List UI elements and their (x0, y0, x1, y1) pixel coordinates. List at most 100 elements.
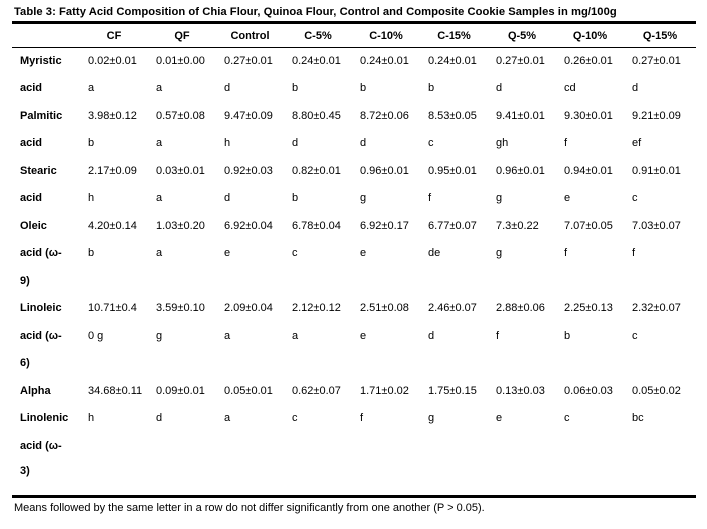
table-cell: 2.46±0.07 (428, 302, 477, 315)
table-row: 3) (12, 460, 696, 482)
table-cell (352, 432, 420, 460)
table-cell: 0.24±0.01 (292, 54, 341, 67)
table-cell: d (496, 82, 503, 95)
table-cell: h (88, 412, 95, 425)
table-cell: d (428, 329, 435, 342)
table-cell: 0.96±0.01 (360, 164, 409, 177)
table-cell: 8.80±0.45 (292, 109, 341, 122)
table-row: acid b a h d d c gh f ef (12, 130, 696, 158)
table-cell: 9.30±0.01 (564, 109, 613, 122)
column-header (12, 24, 80, 47)
table-row: 9) (12, 267, 696, 295)
table-cell: g (360, 192, 367, 205)
table-cell: 3.59±0.10 (156, 302, 205, 315)
table-cell: 2.88±0.06 (496, 302, 545, 315)
table-cell: 0.24±0.01 (428, 54, 477, 67)
table-cell (216, 460, 284, 482)
table-cell (420, 267, 488, 295)
top-rule (12, 21, 696, 24)
column-header: Q-15% (642, 29, 678, 42)
table-row: acid a a d b b b d cd d (12, 75, 696, 103)
table-cell: d (292, 137, 299, 150)
table-cell: b (292, 192, 299, 205)
table-cell (284, 460, 352, 482)
table-cell: c (292, 247, 298, 260)
table-cell: 6.77±0.07 (428, 219, 477, 232)
table-cell: 10.71±0.4 (88, 302, 137, 315)
row-label: Alpha (20, 384, 51, 397)
table-cell (488, 460, 556, 482)
table-cell: bc (632, 412, 644, 425)
table-cell (216, 267, 284, 295)
table-cell: 1.71±0.02 (360, 384, 409, 397)
table-cell (488, 267, 556, 295)
table-cell: 6.92±0.04 (224, 219, 273, 232)
table-cell: f (564, 137, 568, 150)
table-cell: a (156, 247, 163, 260)
table-cell (556, 267, 624, 295)
table-cell: 0.24±0.01 (360, 54, 409, 67)
table-cell: 6.92±0.17 (360, 219, 409, 232)
table-cell: 9.47±0.09 (224, 109, 273, 122)
table-cell: 7.3±0.22 (496, 219, 539, 232)
table-row: Linolenic h d a c f g e c bc (12, 405, 696, 433)
table-cell: b (292, 82, 299, 95)
table-cell: 0.26±0.01 (564, 54, 613, 67)
column-header: Q-10% (572, 29, 608, 42)
table-cell: 2.12±0.12 (292, 302, 341, 315)
row-label: Myristic (20, 54, 62, 67)
fatty-acid-table: CF QF Control C-5% C-10% C-15% Q-5% Q-10… (12, 24, 696, 482)
table-cell: de (428, 247, 441, 260)
table-cell (352, 460, 420, 482)
table-cell (624, 267, 696, 295)
table-cell (80, 432, 148, 460)
row-label: 3) (20, 464, 30, 477)
table-cell: a (292, 329, 299, 342)
table-cell (148, 432, 216, 460)
table-cell (216, 350, 284, 378)
table-cell: gh (496, 137, 509, 150)
row-label: acid (20, 192, 43, 205)
table-cell: cd (564, 82, 576, 95)
table-cell (420, 460, 488, 482)
table-cell (352, 267, 420, 295)
row-label: Palmitic (20, 109, 63, 122)
table-cell (216, 432, 284, 460)
table-cell: a (156, 192, 163, 205)
table-cell: 8.53±0.05 (428, 109, 477, 122)
table-cell (624, 460, 696, 482)
table-cell: f (428, 192, 432, 205)
table-cell: 3.98±0.12 (88, 109, 137, 122)
table-cell: 34.68±0.11 (88, 384, 143, 397)
table-cell: f (632, 247, 636, 260)
row-label: 6) (20, 357, 30, 370)
table-row: Stearic 2.17±0.09 0.03±0.01 0.92±0.03 0.82±0… (12, 157, 696, 185)
table-footnote: Means followed by the same letter in a r… (14, 502, 485, 514)
table-cell: 0 g (88, 329, 104, 342)
table-row: acid (ω- 0 g g a a e d f b c (12, 322, 696, 350)
table-cell (420, 350, 488, 378)
table-cell: 0.27±0.01 (632, 54, 681, 67)
table-cell (80, 350, 148, 378)
row-label: acid (20, 82, 43, 95)
table-cell: c (564, 412, 570, 425)
table-row: 6) (12, 350, 696, 378)
table-cell: d (156, 412, 163, 425)
table-cell (624, 432, 696, 460)
table-cell: 0.91±0.01 (632, 164, 681, 177)
table-row: Palmitic 3.98±0.12 0.57±0.08 9.47±0.09 8.80±… (12, 102, 696, 130)
table-cell: 2.09±0.04 (224, 302, 273, 315)
table-cell: 8.72±0.06 (360, 109, 409, 122)
row-label: Oleic (20, 219, 47, 232)
table-cell: c (632, 192, 638, 205)
table-cell: 0.62±0.07 (292, 384, 341, 397)
table-cell: 0.01±0.00 (156, 54, 205, 67)
row-label: Stearic (20, 164, 57, 177)
table-cell (148, 460, 216, 482)
table-cell: g (156, 329, 163, 342)
table-cell (556, 350, 624, 378)
table-cell: 0.92±0.03 (224, 164, 273, 177)
table-cell: c (292, 412, 298, 425)
table-row: acid (ω-b a e c e de g f f (12, 240, 696, 268)
table-cell: 0.57±0.08 (156, 109, 205, 122)
